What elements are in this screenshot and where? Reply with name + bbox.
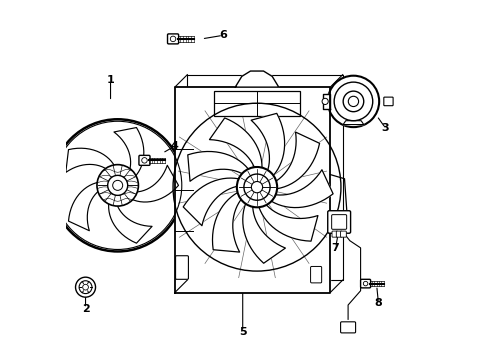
Circle shape	[82, 284, 88, 290]
Polygon shape	[251, 113, 284, 185]
Polygon shape	[114, 127, 143, 185]
Text: 6: 6	[219, 30, 226, 40]
Text: 5: 5	[239, 327, 246, 337]
FancyBboxPatch shape	[331, 231, 337, 237]
Circle shape	[327, 76, 378, 127]
Polygon shape	[235, 71, 278, 87]
FancyBboxPatch shape	[331, 215, 346, 229]
Circle shape	[236, 167, 277, 207]
Polygon shape	[187, 152, 255, 184]
Polygon shape	[322, 94, 329, 109]
FancyBboxPatch shape	[167, 34, 178, 44]
Text: 1: 1	[106, 75, 114, 85]
Polygon shape	[242, 191, 285, 263]
Polygon shape	[209, 118, 262, 183]
Text: 2: 2	[81, 303, 89, 314]
Circle shape	[363, 282, 367, 286]
Polygon shape	[108, 188, 152, 243]
Circle shape	[251, 181, 262, 193]
Text: 7: 7	[331, 243, 339, 253]
Text: 3: 3	[381, 123, 388, 133]
FancyBboxPatch shape	[214, 91, 299, 116]
Circle shape	[322, 98, 327, 104]
Polygon shape	[119, 165, 178, 202]
Polygon shape	[212, 188, 253, 252]
Polygon shape	[68, 182, 114, 231]
Polygon shape	[343, 121, 363, 125]
Circle shape	[112, 180, 122, 190]
Circle shape	[333, 82, 372, 121]
FancyBboxPatch shape	[340, 231, 346, 237]
Circle shape	[347, 96, 358, 107]
Circle shape	[79, 281, 92, 294]
FancyBboxPatch shape	[340, 322, 355, 333]
Circle shape	[170, 36, 176, 42]
Circle shape	[244, 174, 269, 200]
Circle shape	[142, 158, 147, 163]
FancyBboxPatch shape	[139, 156, 150, 165]
FancyBboxPatch shape	[336, 231, 341, 237]
FancyBboxPatch shape	[175, 256, 188, 279]
Polygon shape	[183, 178, 253, 226]
FancyBboxPatch shape	[327, 211, 350, 233]
Polygon shape	[259, 170, 332, 208]
Text: 4: 4	[170, 141, 179, 151]
Circle shape	[52, 119, 183, 251]
Polygon shape	[175, 87, 329, 293]
Polygon shape	[261, 132, 319, 189]
Circle shape	[75, 277, 95, 297]
Polygon shape	[187, 75, 342, 280]
Polygon shape	[66, 148, 118, 182]
FancyBboxPatch shape	[310, 266, 321, 283]
Circle shape	[343, 91, 363, 112]
Circle shape	[97, 165, 138, 206]
Polygon shape	[256, 191, 317, 241]
FancyBboxPatch shape	[383, 97, 392, 106]
Text: 8: 8	[374, 298, 382, 308]
Circle shape	[107, 175, 127, 195]
FancyBboxPatch shape	[360, 279, 370, 288]
